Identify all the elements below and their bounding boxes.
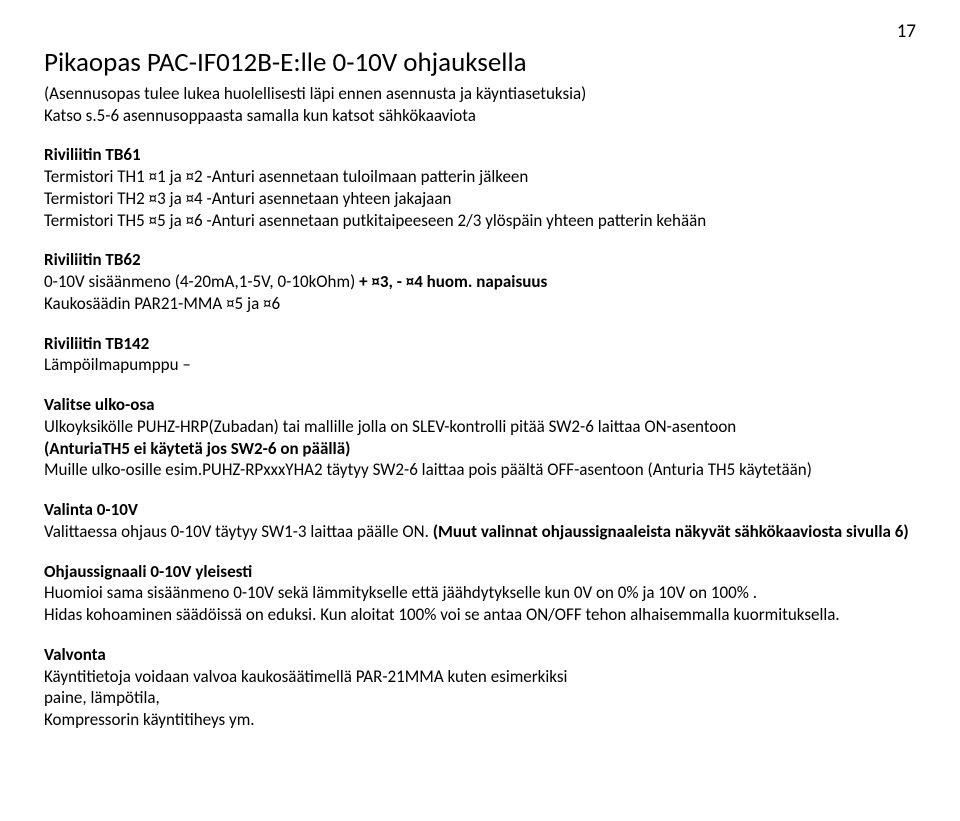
section-tb62: Riviliitin TB62 0-10V sisäänmeno (4-20mA… — [44, 249, 916, 314]
tb142-header: Riviliitin TB142 — [44, 333, 916, 355]
section-tb142: Riviliitin TB142 Lämpöilmapumppu – — [44, 333, 916, 377]
yleisesti-header: Ohjaussignaali 0-10V yleisesti — [44, 561, 916, 583]
valinta-line-1a: Valittaessa ohjaus 0-10V täytyy SW1-3 la… — [44, 521, 433, 542]
valinta-line-1b: (Muut valinnat ohjaussignaaleista näkyvä… — [433, 521, 909, 542]
ulkoosa-line-3: Muille ulko-osille esim.PUHZ-RPxxxYHA2 t… — [44, 459, 916, 481]
tb61-line-1: Termistori TH1 ¤1 ja ¤2 -Anturi asenneta… — [44, 166, 916, 188]
section-valinta: Valinta 0-10V Valittaessa ohjaus 0-10V t… — [44, 499, 916, 543]
tb62-line-2: Kaukosäädin PAR21-MMA ¤5 ja ¤6 — [44, 293, 916, 315]
section-tb61: Riviliitin TB61 Termistori TH1 ¤1 ja ¤2 … — [44, 144, 916, 231]
tb62-header: Riviliitin TB62 — [44, 249, 916, 271]
ulkoosa-line-1: Ulkoyksikölle PUHZ-HRP(Zubadan) tai mall… — [44, 416, 916, 438]
ulkoosa-header: Valitse ulko-osa — [44, 394, 916, 416]
tb62-line-1: 0-10V sisäänmeno (4-20mA,1-5V, 0-10kOhm)… — [44, 271, 916, 293]
tb61-line-2: Termistori TH2 ¤3 ja ¤4 -Anturi asenneta… — [44, 188, 916, 210]
valvonta-header: Valvonta — [44, 644, 916, 666]
valvonta-line-1: Käyntitietoja voidaan valvoa kaukosäätim… — [44, 666, 916, 688]
valvonta-line-2: paine, lämpötila, — [44, 687, 916, 709]
tb62-line-1a: 0-10V sisäänmeno (4-20mA,1-5V, 0-10kOhm) — [44, 271, 359, 292]
tb61-header: Riviliitin TB61 — [44, 144, 916, 166]
valinta-header: Valinta 0-10V — [44, 499, 916, 521]
ulkoosa-line-2: (AnturiaTH5 ei käytetä jos SW2-6 on pääl… — [44, 438, 916, 460]
tb142-line-1: Lämpöilmapumppu – — [44, 354, 916, 376]
yleisesti-line-2: Hidas kohoaminen säädöissä on eduksi. Ku… — [44, 604, 916, 626]
valinta-line-1: Valittaessa ohjaus 0-10V täytyy SW1-3 la… — [44, 521, 916, 543]
yleisesti-line-1: Huomioi sama sisäänmeno 0-10V sekä lämmi… — [44, 582, 916, 604]
page-title: Pikaopas PAC-IF012B-E:lle 0-10V ohjaukse… — [44, 46, 916, 81]
section-ulkoosa: Valitse ulko-osa Ulkoyksikölle PUHZ-HRP(… — [44, 394, 916, 481]
page-number: 17 — [44, 20, 916, 44]
section-yleisesti: Ohjaussignaali 0-10V yleisesti Huomioi s… — [44, 561, 916, 626]
valvonta-line-3: Kompressorin käyntitiheys ym. — [44, 709, 916, 731]
section-valvonta: Valvonta Käyntitietoja voidaan valvoa ka… — [44, 644, 916, 731]
subtitle-1: (Asennusopas tulee lukea huolellisesti l… — [44, 83, 916, 105]
tb62-line-1b: + ¤3, - ¤4 huom. napaisuus — [359, 271, 547, 292]
subtitle-2: Katso s.5-6 asennusoppaasta samalla kun … — [44, 105, 916, 127]
tb61-line-3: Termistori TH5 ¤5 ja ¤6 -Anturi asenneta… — [44, 210, 916, 232]
